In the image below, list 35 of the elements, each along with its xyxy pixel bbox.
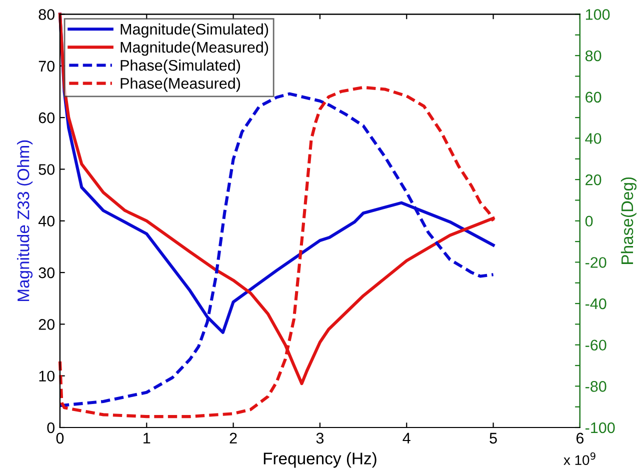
y-tick-label: 60 [38,112,55,124]
y2-tick-label: -80 [585,381,606,392]
legend-label: Magnitude(Simulated) [120,23,268,38]
y-tick-label: 40 [38,216,55,227]
y2-tick-label: 60 [586,92,602,103]
y-axis-title: Magnitude Z33 (Ohm) [17,140,33,302]
legend-label: Phase(Measured) [120,78,240,92]
x-tick-label: 3 [316,432,324,444]
x-tick-label: 2 [230,432,237,444]
y-tick-label: 30 [38,267,55,278]
y-tick-label: 20 [38,319,55,330]
y2-axis-title: Phase(Deg) [620,177,636,264]
y2-tick-label: 100 [586,9,610,20]
y2-tick-label: -20 [585,257,606,268]
y2-tick-label: -40 [585,298,606,310]
x-axis-title: Frequency (Hz) [264,452,376,468]
y2-tick-label: 80 [585,50,602,62]
y-tick-label: 50 [38,164,55,175]
y-tick-label: 0 [47,422,55,434]
y2-tick-label: 0 [585,216,593,227]
x-tick-label: 6 [576,432,584,444]
legend-label: Phase(Simulated) [120,60,240,74]
y2-tick-label: 20 [586,174,602,186]
y2-tick-label: 40 [585,133,602,144]
y2-tick-label: -60 [585,340,606,351]
y-tick-label: 70 [38,60,55,72]
legend-label: Magnitude(Measured) [120,41,268,56]
y-tick-label: 10 [39,370,55,382]
y-tick-label: 80 [38,9,55,20]
y2-tick-label: -100 [585,422,615,434]
text: x 10$^{9}$ [564,452,596,466]
x-tick-label: 5 [490,432,497,444]
x-tick-label: 0 [56,432,64,444]
x-tick-label: 4 [402,432,410,444]
x-tick-label: 1 [144,432,150,444]
